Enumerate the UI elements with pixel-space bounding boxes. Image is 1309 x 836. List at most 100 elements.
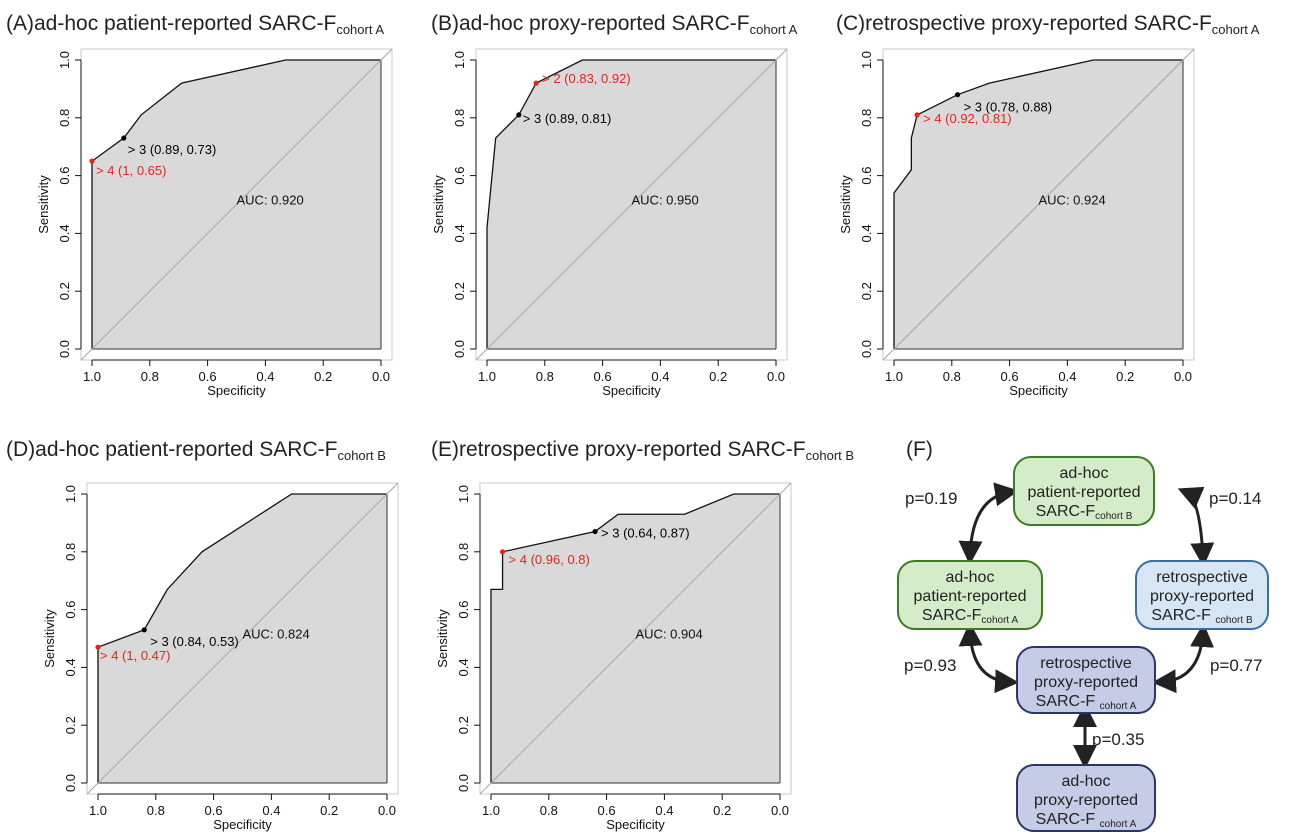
node-sub: cohort A — [1099, 819, 1137, 830]
y-tick-label: 0.0 — [63, 774, 78, 792]
x-tick-label: 0.0 — [1174, 369, 1192, 384]
y-axis-title: Sensitivity — [838, 175, 853, 234]
x-axis-title: Specificity — [1009, 383, 1068, 398]
panel-letter: (C) — [836, 12, 866, 35]
panel-title-sub: cohort A — [749, 22, 798, 37]
node-line: SARC-F — [1035, 503, 1096, 520]
y-tick-label: 0.6 — [63, 601, 78, 619]
y-tick-label: 0.2 — [57, 282, 72, 300]
node-line: SARC-F — [1151, 607, 1216, 624]
panel-letter: (A) — [6, 12, 34, 35]
cutoff-label: > 4 (1, 0.65) — [96, 163, 166, 178]
cutoff-label: > 3 (0.78, 0.88) — [964, 100, 1053, 115]
y-tick-label: 0.0 — [452, 340, 467, 358]
cutoff-point — [592, 528, 598, 535]
y-tick-label: 0.4 — [859, 224, 874, 242]
x-tick-label: 0.6 — [594, 369, 612, 384]
x-tick-label: 0.6 — [205, 803, 223, 818]
node-line: retrospective — [1156, 569, 1248, 586]
node-sub: cohort B — [1215, 615, 1253, 626]
reference-diagonal — [86, 482, 399, 795]
x-tick-label: 0.6 — [1001, 369, 1019, 384]
node-patient-reported-cohort-b: ad-hoc patient-reported SARC-Fcohort B — [1013, 456, 1155, 526]
x-axis-title: Specificity — [213, 817, 272, 832]
x-tick-label: 0.2 — [320, 803, 338, 818]
cutoff-point — [95, 644, 101, 650]
node-line: ad-hoc — [945, 569, 995, 586]
x-tick-label: 0.0 — [372, 369, 390, 384]
arrow-pat-b-retro-b — [1177, 486, 1215, 567]
node-sub: cohort A — [981, 615, 1019, 626]
y-tick-label: 0.8 — [456, 543, 471, 561]
x-tick-label: 0.0 — [767, 369, 785, 384]
x-tick-label: 0.4 — [256, 369, 274, 384]
y-tick-label: 1.0 — [452, 51, 467, 69]
x-tick-label: 0.8 — [943, 369, 961, 384]
x-tick-label: 0.8 — [147, 803, 165, 818]
panel-title-c: (C)retrospective proxy-reported SARC-Fco… — [836, 12, 1259, 37]
cutoff-label: > 3 (0.64, 0.87) — [601, 526, 690, 541]
x-tick-label: 0.4 — [651, 369, 669, 384]
arrow-retro-b-retro-a — [1152, 623, 1215, 694]
cutoff-label: > 2 (0.83, 0.92) — [542, 71, 631, 86]
y-tick-label: 0.6 — [859, 167, 874, 185]
x-tick-label: 0.2 — [1116, 369, 1134, 384]
reference-diagonal — [479, 482, 792, 795]
y-tick-label: 0.8 — [452, 109, 467, 127]
y-tick-label: 1.0 — [859, 51, 874, 69]
panel-title-text: retrospective proxy-reported SARC-F — [459, 438, 806, 461]
x-tick-label: 0.6 — [598, 803, 616, 818]
y-tick-label: 0.2 — [452, 282, 467, 300]
node-line: retrospective — [1040, 655, 1132, 672]
cutoff-point — [89, 158, 95, 164]
cutoff-label: > 3 (0.89, 0.81) — [523, 111, 612, 126]
panel-title-text: ad-hoc patient-reported SARC-F — [34, 12, 337, 35]
panel-title-d: (D)ad-hoc patient-reported SARC-Fcohort … — [6, 438, 386, 463]
node-line: proxy-reported — [1033, 674, 1139, 691]
cutoff-point — [954, 92, 961, 98]
y-tick-label: 0.2 — [859, 282, 874, 300]
node-line: SARC-F — [1035, 811, 1100, 828]
y-tick-label: 0.4 — [57, 224, 72, 242]
y-tick-label: 0.2 — [456, 716, 471, 734]
x-axis-title: Specificity — [207, 383, 266, 398]
node-line: patient-reported — [1027, 484, 1141, 501]
x-tick-label: 0.4 — [1058, 369, 1076, 384]
panel-title-sub: cohort B — [805, 448, 855, 463]
x-tick-label: 0.2 — [314, 369, 332, 384]
panel-title-sub: cohort B — [337, 448, 386, 463]
x-tick-label: 0.0 — [771, 803, 789, 818]
panel-title-text: ad-hoc proxy-reported SARC-F — [459, 12, 750, 35]
y-tick-label: 1.0 — [456, 485, 471, 503]
node-line: proxy-reported — [1149, 588, 1255, 605]
y-axis-title: Sensitivity — [36, 175, 51, 234]
x-tick-label: 0.4 — [262, 803, 280, 818]
cutoff-point — [516, 112, 522, 118]
x-tick-label: 0.8 — [540, 803, 558, 818]
x-tick-label: 0.0 — [378, 803, 396, 818]
x-tick-label: 0.2 — [709, 369, 727, 384]
reference-diagonal — [80, 48, 393, 361]
panel-letter: (E) — [431, 438, 459, 461]
panel-title-f: (F) — [906, 438, 933, 462]
y-tick-label: 0.6 — [57, 167, 72, 185]
y-tick-label: 0.2 — [63, 716, 78, 734]
x-axis-title: Specificity — [606, 817, 665, 832]
pvalue-pat-a-retro-a: p=0.93 — [904, 656, 957, 675]
auc-label: AUC: 0.950 — [632, 193, 699, 208]
panel-title-b: (B)ad-hoc proxy-reported SARC-Fcohort A — [431, 12, 797, 37]
x-tick-label: 1.0 — [885, 369, 903, 384]
x-tick-label: 0.6 — [199, 369, 217, 384]
cutoff-point — [533, 80, 539, 86]
arrow-pat-a-pat-b — [958, 482, 1019, 565]
panel-title-a: (A)ad-hoc patient-reported SARC-Fcohort … — [6, 12, 384, 37]
panel-letter: (D) — [6, 438, 36, 461]
node-patient-reported-cohort-a: ad-hoc patient-reported SARC-Fcohort A — [897, 560, 1043, 630]
reference-diagonal — [475, 48, 788, 361]
cutoff-label: > 4 (0.96, 0.8) — [509, 552, 590, 567]
node-sub: cohort B — [1095, 511, 1133, 522]
cutoff-label: > 4 (0.92, 0.81) — [923, 111, 1012, 126]
node-sub: cohort A — [1099, 701, 1137, 712]
y-axis-title: Sensitivity — [431, 175, 446, 234]
